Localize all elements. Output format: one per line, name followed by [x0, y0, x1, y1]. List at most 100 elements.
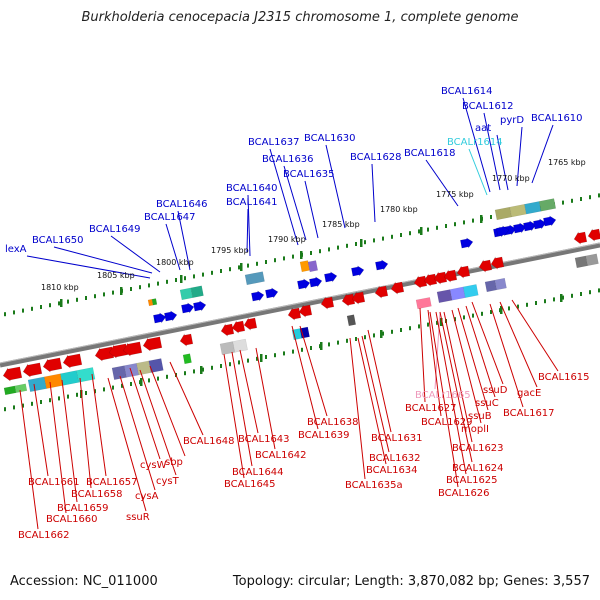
gene-label: cysT	[156, 476, 180, 487]
reverse-gene-arrow	[456, 265, 471, 279]
reverse-gene-arrow	[390, 281, 405, 295]
reverse-gene-arrow	[62, 353, 83, 369]
tick-upper	[490, 215, 492, 219]
leader-line	[496, 134, 509, 191]
leader-line	[457, 307, 489, 411]
gene-label: sbp	[165, 457, 183, 468]
tick-upper	[67, 299, 69, 304]
tick-major-lower	[500, 306, 503, 314]
tick-upper	[436, 225, 438, 230]
tick-upper	[598, 193, 600, 198]
kbp-label: 1795 kbp	[211, 246, 249, 255]
leader-line	[79, 377, 92, 489]
leader-line	[269, 148, 299, 246]
leader-line	[468, 148, 488, 196]
reverse-gene-arrow	[374, 285, 389, 299]
leader-line	[239, 349, 259, 434]
accession-text: Accession: NC_011000	[10, 574, 158, 589]
feature-block-segment	[136, 360, 152, 376]
tick-upper	[166, 279, 168, 284]
tick-lower	[49, 398, 51, 403]
kbp-label: 1770 kbp	[492, 174, 530, 183]
gene-label: BCALr1614	[447, 137, 503, 148]
reverse-gene-arrow	[108, 343, 129, 359]
tick-lower	[202, 367, 204, 372]
leader-line	[129, 367, 161, 460]
tick-upper	[31, 306, 33, 311]
leader-line	[246, 208, 249, 253]
feature-block	[346, 314, 357, 327]
reverse-gene-arrow	[320, 296, 335, 310]
tick-lower	[553, 297, 555, 302]
tick-major-upper	[120, 287, 123, 295]
leader-line	[435, 311, 467, 475]
tick-lower	[481, 311, 483, 316]
gene-label: BCAL1636	[262, 154, 314, 165]
gene-label: BCAL1630	[304, 133, 356, 144]
feature-block	[494, 198, 557, 221]
tick-major-lower	[200, 366, 203, 374]
feature-block-segment	[232, 338, 248, 353]
tick-upper	[247, 263, 249, 268]
leader-line	[291, 325, 319, 430]
tick-lower	[4, 407, 6, 412]
tick-lower	[328, 342, 330, 347]
tick-lower	[256, 356, 258, 361]
tick-lower	[400, 328, 402, 332]
reverse-gene-arrow	[2, 366, 23, 382]
gene-label: BCAL1645	[224, 479, 276, 490]
leader-line	[425, 159, 459, 207]
tick-lower	[184, 371, 186, 376]
reverse-gene-arrow	[243, 317, 258, 331]
leader-line	[462, 97, 491, 193]
tick-upper	[13, 310, 15, 315]
tick-upper	[580, 197, 582, 201]
gene-label: lexA	[5, 244, 27, 255]
feature-block	[3, 383, 28, 396]
kbp-labels: 1765 kbp 1770 kbp 1775 kbp 1780 kbp 1785 kbp…	[41, 158, 586, 292]
leader-line	[361, 335, 390, 453]
tick-lower	[148, 378, 150, 383]
reverse-gene-arrow	[423, 273, 438, 287]
gene-label: ssuD	[483, 385, 508, 396]
tick-lower	[58, 396, 60, 401]
tick-major-lower	[140, 378, 143, 386]
reverse-gene-arrow	[94, 346, 115, 362]
tick-lower	[427, 322, 429, 327]
feature-block-segment	[124, 362, 140, 378]
tick-upper	[409, 231, 411, 236]
leader-line	[439, 311, 473, 463]
leader-line	[223, 353, 245, 479]
tick-upper	[220, 269, 222, 273]
forward-gene-arrow	[309, 276, 323, 288]
tick-lower	[373, 333, 375, 338]
tick-lower	[517, 304, 519, 309]
tick-lower	[508, 306, 510, 311]
leader-line	[419, 307, 426, 403]
gene-label: ssuB	[468, 411, 492, 422]
tick-lower	[193, 369, 195, 374]
tick-upper	[148, 283, 150, 288]
tick-upper	[238, 265, 240, 270]
tick-upper	[103, 292, 105, 297]
leader-line	[483, 112, 501, 191]
feature-block-segment	[182, 353, 192, 365]
tick-lower	[571, 293, 573, 298]
reverse-gene-arrow	[433, 271, 448, 285]
tick-lower	[310, 346, 312, 350]
forward-gene-arrow	[496, 225, 510, 237]
tick-lower	[589, 290, 591, 295]
tick-upper	[292, 254, 294, 259]
tick-major-lower	[440, 318, 443, 326]
reverse-gene-arrow	[413, 275, 428, 289]
tick-upper	[382, 236, 384, 241]
tick-lower	[454, 317, 456, 322]
leader-line	[516, 126, 523, 187]
gene-label: BCAL1648	[183, 436, 235, 447]
leader-line	[465, 305, 496, 398]
gene-label: cysA	[135, 491, 159, 502]
feature-block-segment	[307, 260, 318, 273]
leader-line	[26, 255, 151, 279]
tick-upper	[274, 258, 276, 263]
tick-upper	[229, 267, 231, 272]
